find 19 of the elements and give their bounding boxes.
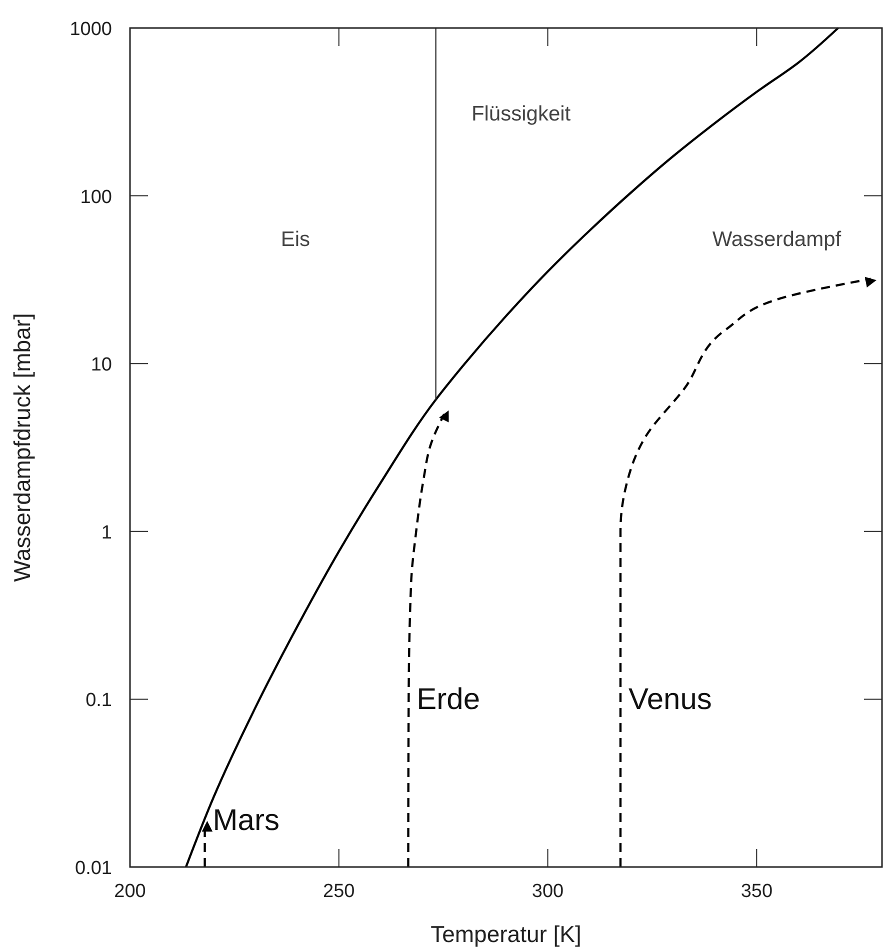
x-tick-label: 350 bbox=[740, 881, 773, 902]
series-label: Erde bbox=[416, 683, 480, 716]
y-tick-label: 0.01 bbox=[75, 858, 112, 879]
y-tick-label: 1000 bbox=[70, 19, 112, 40]
x-tick-label: 250 bbox=[323, 881, 355, 902]
y-tick-label: 0.1 bbox=[86, 690, 112, 712]
series-label: Mars bbox=[212, 804, 280, 838]
x-tick-label: 200 bbox=[114, 881, 146, 902]
annotation: Eis bbox=[280, 228, 310, 252]
annotation: Wasserdampf bbox=[712, 228, 842, 252]
annotation: Flüssigkeit bbox=[471, 102, 571, 126]
y-tick-label: 100 bbox=[80, 186, 112, 208]
x-axis-title: Temperatur [K] bbox=[430, 921, 582, 947]
x-tick-label: 300 bbox=[532, 881, 564, 902]
y-tick-label: 1 bbox=[101, 522, 112, 544]
y-axis-title: Wasserdampfdruck [mbar] bbox=[9, 313, 35, 582]
line-series bbox=[184, 26, 840, 868]
series-label: Venus bbox=[628, 683, 712, 716]
y-tick-label: 10 bbox=[90, 354, 112, 376]
